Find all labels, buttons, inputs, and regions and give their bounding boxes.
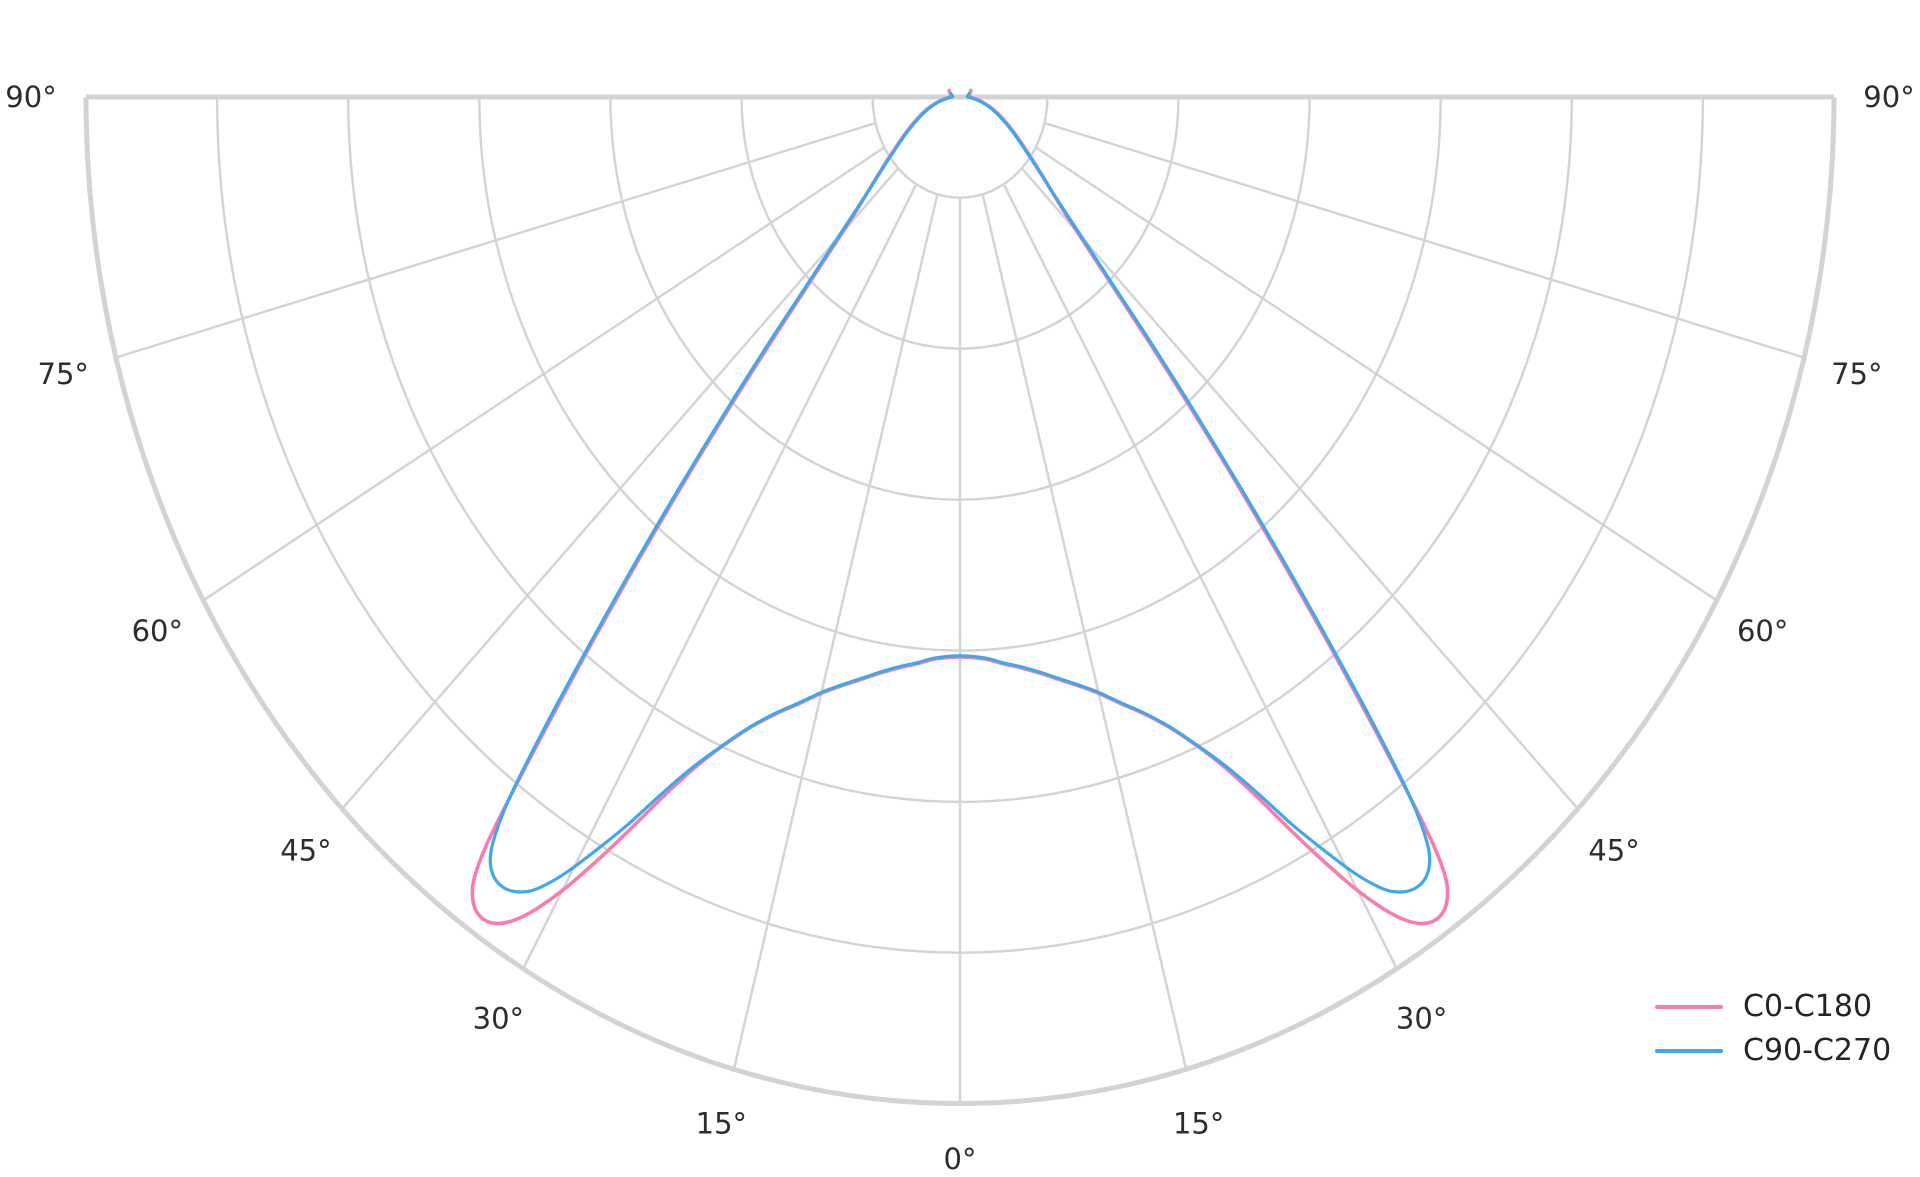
grid-spoke-left-60	[202, 146, 885, 602]
legend-line-c0-c180	[1655, 1005, 1723, 1009]
grid-spoke-right-15	[981, 193, 1188, 1070]
grid-spoke-right-60	[1035, 146, 1718, 602]
angle-label-right-45: 45°	[1588, 834, 1639, 868]
angle-label-right-90: 90°	[1863, 80, 1914, 114]
angle-label-right-75: 75°	[1831, 357, 1882, 391]
legend-label-c0-c180: C0-C180	[1743, 989, 1873, 1024]
outer-boundary-arc	[83, 96, 1837, 1107]
legend-item-c0-c180: C0-C180	[1655, 985, 1891, 1029]
grid-spoke-right-45	[1020, 167, 1579, 810]
legend-label-c90-c270: C90-C270	[1743, 1033, 1892, 1068]
angle-label-left-60: 60°	[132, 614, 183, 648]
grid-spoke-left-15	[732, 193, 939, 1070]
angle-label-left-30: 30°	[473, 1001, 524, 1035]
angle-label-left-45: 45°	[280, 834, 331, 868]
grid-spoke-right-75	[1044, 121, 1805, 359]
angle-label-left-90: 90°	[5, 80, 56, 114]
grid-spoke-left-45	[341, 167, 900, 810]
legend-line-c90-c270	[1655, 1049, 1723, 1053]
angle-label-right-30: 30°	[1396, 1001, 1447, 1035]
curve-c90-c270	[488, 92, 1432, 894]
angle-label-right-15: 15°	[1173, 1106, 1224, 1140]
grid-spoke-left-75	[115, 121, 876, 359]
angle-label-bottom0: 0°	[944, 1142, 977, 1176]
angle-label-left-15: 15°	[696, 1106, 747, 1140]
grid-spoke-left-30	[521, 183, 918, 970]
angle-label-left-75: 75°	[38, 357, 89, 391]
grid-spoke-right-30	[1002, 183, 1399, 970]
grid-ring	[871, 96, 1049, 199]
angle-label-right-60: 60°	[1737, 614, 1788, 648]
legend-item-c90-c270: C90-C270	[1655, 1029, 1891, 1073]
legend: C0-C180 C90-C270	[1655, 985, 1891, 1073]
